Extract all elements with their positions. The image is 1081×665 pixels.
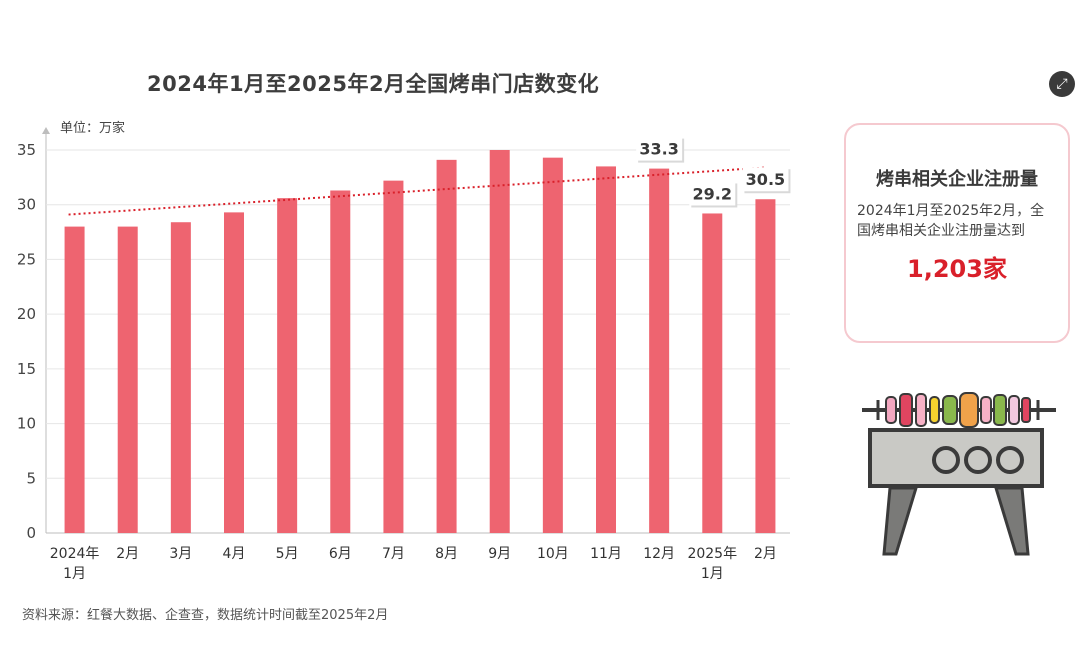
bar (542, 157, 563, 533)
x-tick-label: 2024年 (50, 546, 100, 562)
data-label: 30.5 (746, 170, 785, 189)
trendline (68, 166, 766, 216)
x-tick-label: 3月 (169, 546, 192, 562)
x-tick-label: 5月 (276, 546, 299, 562)
bar (330, 190, 351, 533)
data-label-box (636, 136, 683, 161)
data-label: 29.2 (693, 184, 732, 203)
y-tick-label: 5 (26, 469, 36, 487)
info-card-title: 烤串相关企业注册量 (876, 169, 1038, 190)
unit-label: 单位：万家 (60, 120, 125, 136)
y-tick-label: 25 (17, 250, 36, 268)
x-tick-label: 7月 (382, 546, 405, 562)
bar (436, 159, 457, 533)
x-tick-label-line2: 1月 (701, 566, 724, 582)
bar (170, 222, 191, 534)
data-label-box (742, 167, 789, 192)
data-label: 33.3 (639, 140, 678, 159)
labels-layer: 2024年 1月 2月 3月 4月 5月 6月 7月 8月 9月 10月 11月 12月 2025年 1月 2… (50, 136, 791, 582)
x-tick-label: 11月 (590, 546, 622, 562)
x-tick-label: 12月 (643, 546, 675, 562)
y-tick-label: 10 (17, 415, 36, 433)
y-tick-label: 15 (17, 360, 36, 378)
bar (117, 226, 138, 533)
bar-chart: 0 5 10 15 20 25 30 35 2024年 1月 2月 3月 4月 5月 6月 7月 8月 9月 10… (17, 120, 791, 582)
x-tick-label-line2: 1月 (63, 566, 86, 582)
bar (383, 180, 404, 533)
bar (649, 168, 670, 534)
x-tick-label: 2月 (754, 546, 777, 562)
bar (596, 166, 616, 533)
expand-button[interactable]: ⤢ (1049, 71, 1075, 97)
bars-layer (64, 150, 776, 534)
y-axis-arrow (42, 127, 50, 134)
info-card: 烤串相关企业注册量 2024年1月至2025年2月，全国烤串相关企业注册量达到 … (844, 123, 1070, 343)
bar (277, 198, 298, 534)
bar (224, 212, 244, 534)
data-label-box (689, 181, 736, 206)
source-note: 资料来源：红餐大数据、企查查，数据统计时间截至2025年2月 (22, 608, 389, 623)
bar (64, 226, 85, 533)
x-tick-label: 10月 (537, 546, 569, 562)
x-tick-label: 2月 (116, 546, 139, 562)
info-card-value: 1,203家 (907, 255, 1007, 283)
x-tick-label: 9月 (488, 546, 511, 562)
x-tick-label: 4月 (223, 546, 246, 562)
y-tick-label: 20 (17, 305, 36, 323)
expand-icon: ⤢ (1056, 76, 1068, 92)
y-tick-label: 30 (17, 196, 36, 214)
trend-layer (68, 166, 766, 216)
x-tick-label: 8月 (435, 546, 458, 562)
x-tick-label: 2025年 (687, 546, 737, 562)
info-card-desc: 2024年1月至2025年2月，全国烤串相关企业注册量达到 (857, 203, 1045, 239)
y-tick-label: 0 (26, 524, 36, 542)
bar (702, 213, 723, 533)
y-tick-label: 35 (17, 141, 36, 159)
bar (489, 150, 510, 533)
x-tick-label: 6月 (329, 546, 352, 562)
chart-title: 2024年1月至2025年2月全国烤串门店数变化 (147, 72, 600, 96)
bar (755, 199, 776, 533)
grill-skewer-icon (862, 392, 1056, 556)
